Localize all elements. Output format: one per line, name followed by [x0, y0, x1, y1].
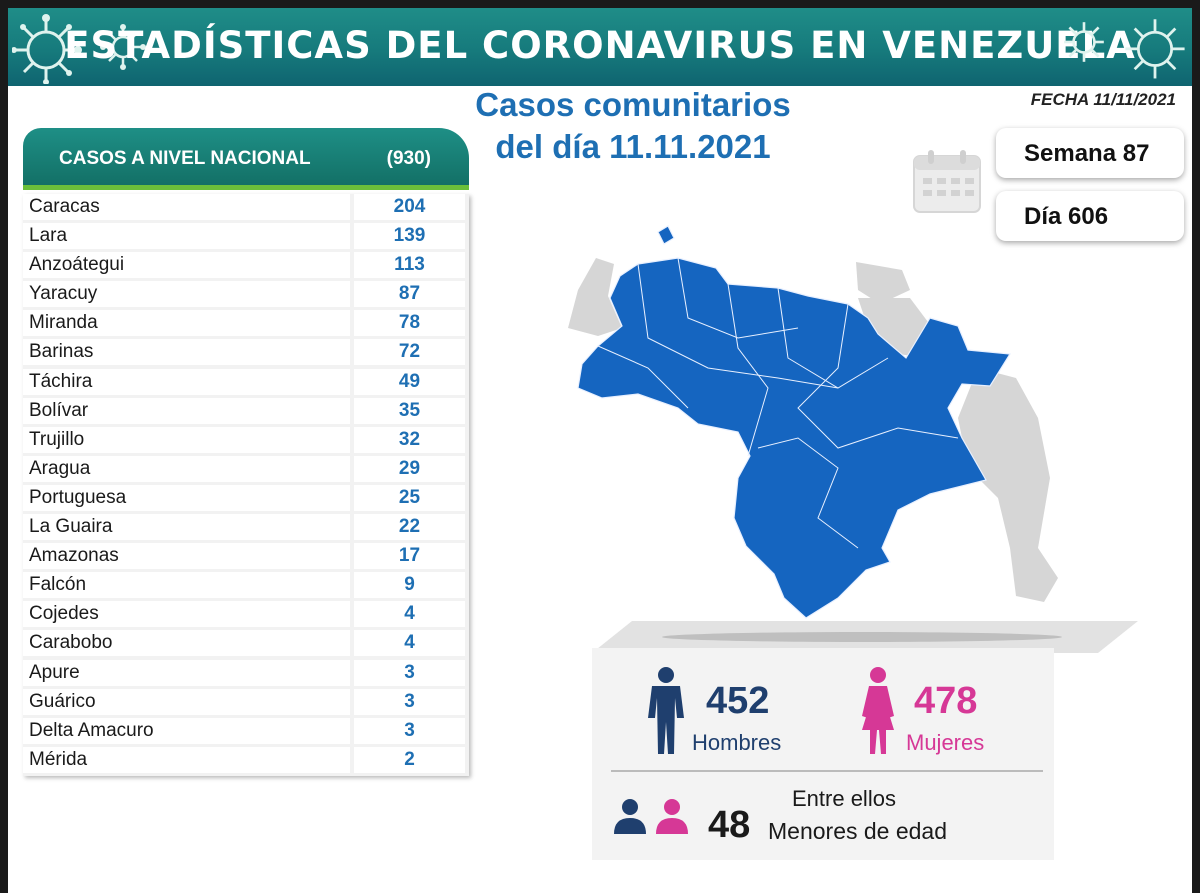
state-name: Miranda — [23, 310, 350, 337]
minors-label: Menores de edad — [768, 818, 948, 844]
state-name: Portuguesa — [23, 484, 350, 511]
week-label: Semana 87 — [1024, 140, 1150, 167]
state-name: Trujillo — [23, 426, 350, 453]
state-name: Apure — [23, 659, 350, 686]
state-cases: 25 — [354, 484, 465, 511]
state-cases: 3 — [354, 688, 465, 715]
women-label: Mujeres — [906, 730, 985, 755]
state-cases: 139 — [354, 223, 465, 250]
state-cases: 78 — [354, 310, 465, 337]
table-row: Anzoátegui 113 — [23, 252, 469, 279]
table-row: Lara 139 — [23, 223, 469, 250]
calendar-icon — [913, 150, 981, 213]
state-cases: 113 — [354, 252, 465, 279]
state-cases: 3 — [354, 717, 465, 744]
table-row: Táchira 49 — [23, 368, 469, 395]
table-row: Portuguesa 25 — [23, 484, 469, 511]
state-cases: 72 — [354, 339, 465, 366]
week-badge: Semana 87 — [996, 128, 1184, 178]
infographic: ESTADÍSTICAS DEL CORONAVIRUS EN VENEZUEL… — [8, 8, 1192, 893]
state-cases: 4 — [354, 630, 465, 657]
day-label: Día 606 — [1024, 203, 1109, 230]
state-name: Cojedes — [23, 601, 350, 628]
state-cases: 35 — [354, 397, 465, 424]
state-cases: 9 — [354, 572, 465, 599]
subtitle: Casos comunitarios del día 11.11.2021 — [448, 84, 818, 168]
people-icon — [614, 799, 688, 834]
state-name: Falcón — [23, 572, 350, 599]
trinidad-region — [856, 262, 910, 304]
virus-icon — [1064, 22, 1104, 62]
venezuela-territory — [577, 225, 1012, 619]
subtitle-line2: del día 11.11.2021 — [495, 128, 771, 165]
table-row: Cojedes 4 — [23, 601, 469, 628]
table-row: Yaracuy 87 — [23, 281, 469, 308]
table-row: Miranda 78 — [23, 310, 469, 337]
table-row: Carabobo 4 — [23, 630, 469, 657]
state-name: Anzoátegui — [23, 252, 350, 279]
state-cases: 4 — [354, 601, 465, 628]
stats-card-shadow — [592, 621, 1138, 653]
virus-icon — [1125, 19, 1185, 79]
day-badge: Día 606 — [996, 191, 1184, 241]
state-name: Lara — [23, 223, 350, 250]
date-label: FECHA 11/11/2021 — [1030, 90, 1176, 109]
national-cases-header: CASOS A NIVEL NACIONAL (930) — [23, 128, 469, 190]
state-cases: 49 — [354, 368, 465, 395]
table-row: Guárico 3 — [23, 688, 469, 715]
woman-icon — [862, 667, 894, 754]
table-row: Aragua 29 — [23, 455, 469, 482]
state-cases: 17 — [354, 543, 465, 570]
state-cases-table: Caracas 204 Lara 139 Anzoátegui 113 Yaracuy 87 M… — [23, 194, 469, 776]
state-cases: 204 — [354, 194, 465, 220]
table-row: Amazonas 17 — [23, 543, 469, 570]
national-cases-total: (930) — [386, 148, 431, 169]
state-name: Delta Amacuro — [23, 717, 350, 744]
table-row: Apure 3 — [23, 659, 469, 686]
table-row: La Guaira 22 — [23, 514, 469, 541]
state-name: Caracas — [23, 194, 350, 220]
national-cases-title: CASOS A NIVEL NACIONAL — [59, 148, 311, 169]
stats-divider — [611, 770, 1043, 772]
table-row: Falcón 9 — [23, 572, 469, 599]
state-cases: 2 — [354, 746, 465, 773]
women-count: 478 — [914, 680, 978, 722]
state-cases: 29 — [354, 455, 465, 482]
banner-title: ESTADÍSTICAS DEL CORONAVIRUS EN VENEZUEL… — [64, 24, 1136, 67]
table-row: Delta Amacuro 3 — [23, 717, 469, 744]
state-name: La Guaira — [23, 514, 350, 541]
men-count: 452 — [706, 680, 770, 722]
table-row: Trujillo 32 — [23, 426, 469, 453]
state-cases: 32 — [354, 426, 465, 453]
state-name: Aragua — [23, 455, 350, 482]
state-name: Barinas — [23, 339, 350, 366]
man-icon — [648, 667, 684, 754]
venezuela-map — [568, 225, 1058, 619]
colombia-region-left — [568, 258, 622, 336]
state-name: Bolívar — [23, 397, 350, 424]
header-banner: ESTADÍSTICAS DEL CORONAVIRUS EN VENEZUEL… — [8, 8, 1192, 86]
state-name: Amazonas — [23, 543, 350, 570]
state-name: Yaracuy — [23, 281, 350, 308]
state-name: Mérida — [23, 746, 350, 773]
virus-icon — [12, 14, 82, 84]
virus-icon — [100, 24, 146, 70]
table-row: Mérida 2 — [23, 746, 469, 773]
state-name: Guárico — [23, 688, 350, 715]
table-row: Bolívar 35 — [23, 397, 469, 424]
table-row: Caracas 204 — [23, 194, 469, 220]
state-cases: 22 — [354, 514, 465, 541]
table-row: Barinas 72 — [23, 339, 469, 366]
state-name: Carabobo — [23, 630, 350, 657]
men-label: Hombres — [692, 730, 782, 755]
state-name: Táchira — [23, 368, 350, 395]
state-cases: 87 — [354, 281, 465, 308]
minors-intro: Entre ellos — [792, 786, 896, 811]
guyana-region — [958, 368, 1058, 602]
subtitle-line1: Casos comunitarios — [475, 86, 791, 123]
minors-count: 48 — [708, 804, 751, 846]
state-cases: 3 — [354, 659, 465, 686]
